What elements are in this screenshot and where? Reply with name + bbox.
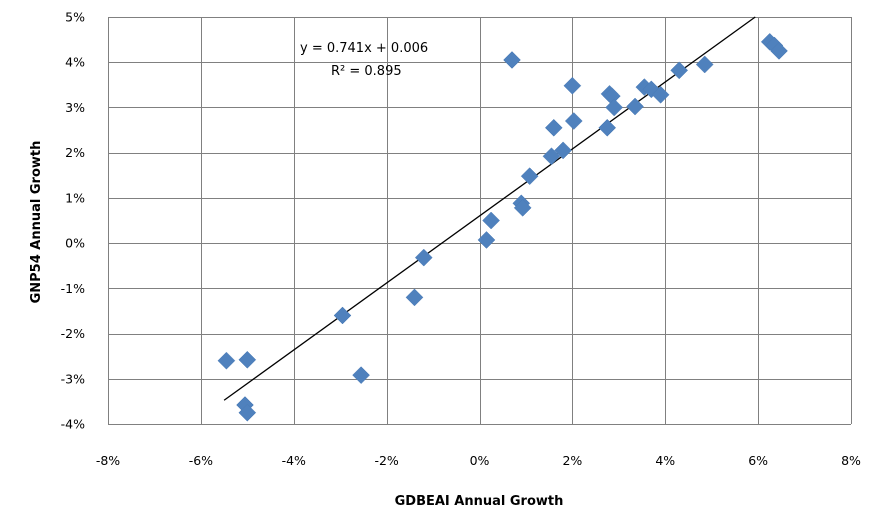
x-tick-label: -6% — [189, 453, 213, 468]
x-tick-label: -2% — [374, 453, 398, 468]
data-point — [352, 366, 370, 385]
data-point — [333, 306, 352, 325]
data-point — [513, 198, 532, 217]
y-tick-label: 3% — [65, 100, 85, 115]
x-tick-label: 0% — [470, 453, 490, 468]
data-point — [563, 76, 582, 95]
data-point — [238, 403, 257, 422]
x-tick-label: 8% — [841, 453, 861, 468]
data-point — [477, 231, 496, 249]
data-point — [405, 288, 424, 307]
data-point — [605, 98, 624, 117]
data-point — [670, 61, 689, 80]
y-tick-label: 2% — [65, 145, 85, 160]
data-point — [598, 118, 617, 137]
data-point — [542, 147, 561, 166]
trendline — [223, 16, 756, 401]
trendline-r-squared: R² = 0.895 — [331, 64, 402, 79]
x-tick-label: -4% — [282, 453, 306, 468]
y-tick-label: -3% — [61, 371, 85, 386]
data-point — [217, 351, 236, 370]
y-tick-label: -1% — [61, 281, 85, 296]
x-tick-label: 2% — [562, 453, 582, 468]
y-tick-label: 5% — [65, 10, 85, 25]
data-point — [503, 51, 521, 69]
trendline-group — [223, 16, 756, 401]
data-point — [544, 118, 563, 137]
data-point — [238, 350, 257, 369]
y-tick-label: 0% — [65, 236, 85, 251]
gridlines — [108, 17, 852, 425]
x-tick-label: 6% — [748, 453, 768, 468]
x-axis-title: GDBEAI Annual Growth — [395, 494, 564, 509]
data-point — [695, 55, 714, 74]
tick-labels: -8% -6% -4% -2% 0% 2% 4% 6% 8% -4% -3% -2% -1% 0% 1% 2%… — [61, 10, 861, 469]
trendline-equation: y = 0.741x + 0.006 — [300, 41, 428, 56]
data-point — [414, 248, 433, 267]
data-point — [770, 42, 788, 60]
y-tick-label: 4% — [65, 55, 85, 70]
y-tick-label: -4% — [61, 417, 85, 432]
y-tick-label: -2% — [61, 326, 85, 341]
x-tick-label: -8% — [96, 453, 120, 468]
data-point — [651, 85, 670, 104]
data-point — [482, 211, 500, 230]
y-tick-label: 1% — [65, 190, 85, 205]
data-point — [626, 97, 644, 116]
data-points — [217, 33, 788, 422]
y-axis-title: GNP54 Annual Growth — [29, 141, 44, 304]
data-point — [554, 141, 572, 160]
data-point — [564, 112, 583, 130]
data-point — [520, 167, 539, 186]
x-tick-label: 4% — [655, 453, 675, 468]
